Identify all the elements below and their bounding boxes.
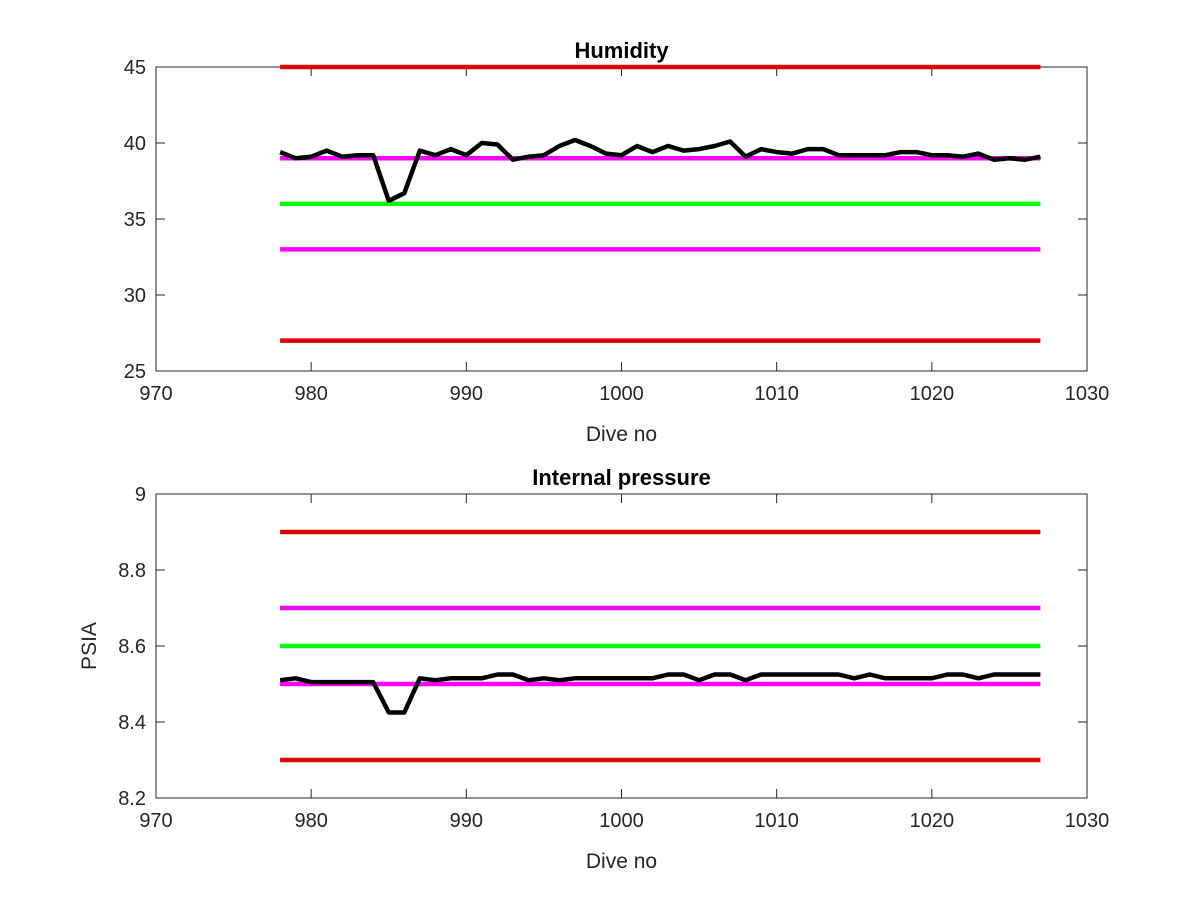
pressure-y-tick-label: 9 [135,484,146,506]
pressure-ticks: 970 980 990 1000 1010 1020 1030 8.2 8.4 8.6 8.8 9 [118,484,1109,832]
humidity-axes-box [155,66,1088,372]
humidity-y-tick-label: 25 [124,361,146,383]
humidity-x-tick-label: 980 [294,383,327,405]
pressure-x-tick-label: 990 [450,810,483,832]
humidity-x-tick-label: 1000 [599,383,644,405]
humidity-y-tick-label: 45 [124,57,146,79]
pressure-x-tick-label: 1020 [910,810,955,832]
pressure-x-axis-label: Dive no [586,850,657,873]
humidity-y-tick-label: 40 [124,133,146,155]
humidity-y-tick-label: 30 [124,285,146,307]
pressure-x-tick-label: 970 [139,810,172,832]
pressure-y-tick-label: 8.8 [118,560,146,582]
humidity-x-tick-label: 1020 [910,383,955,405]
pressure-y-tick-label: 8.4 [118,712,146,734]
pressure-x-tick-label: 1000 [599,810,644,832]
pressure-x-tick-label: 1030 [1065,810,1110,832]
humidity-x-tick-label: 1030 [1065,383,1110,405]
humidity-y-tick-label: 35 [124,209,146,231]
humidity-x-tick-label: 1010 [754,383,799,405]
pressure-subplot: 970 980 990 1000 1010 1020 1030 8.2 8.4 8.6 8.8 9 I… [78,465,1109,873]
humidity-measurement-line [279,137,1041,204]
humidity-subplot: 970 980 990 1000 1010 1020 1030 25 30 35 40 45 Humi… [124,38,1110,446]
pressure-series [279,529,1041,763]
humidity-x-axis-label: Dive no [586,423,657,446]
pressure-y-tick-label: 8.2 [118,788,146,810]
pressure-chart-title: Internal pressure [532,465,711,490]
humidity-x-tick-label: 970 [139,383,172,405]
pressure-x-tick-label: 980 [294,810,327,832]
humidity-chart-title: Humidity [574,38,669,63]
pressure-y-tick-label: 8.6 [118,636,146,658]
humidity-ticks: 970 980 990 1000 1010 1020 1030 25 30 35 40 45 [124,57,1110,405]
humidity-series [279,64,1041,343]
pressure-measurement-line [279,672,1041,715]
humidity-x-tick-label: 990 [450,383,483,405]
pressure-y-axis-label: PSIA [78,622,101,670]
pressure-x-tick-label: 1010 [754,810,799,832]
